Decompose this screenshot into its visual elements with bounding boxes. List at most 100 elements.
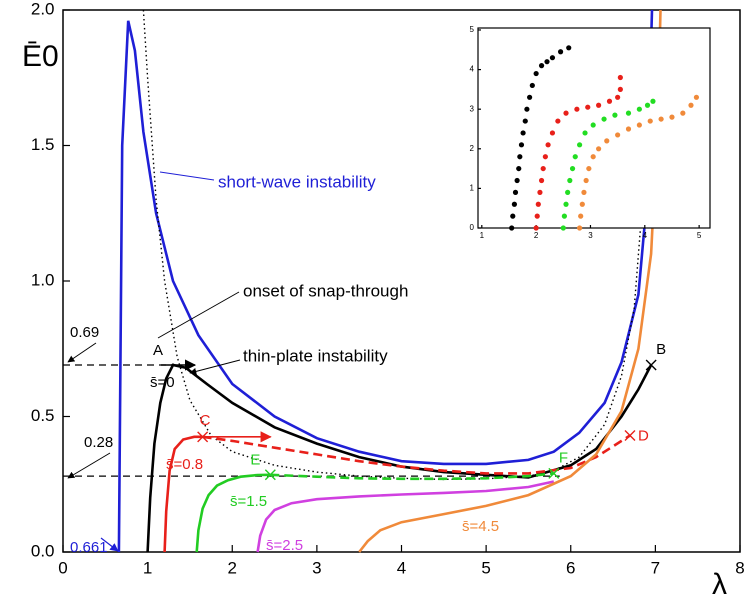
scatter-point [542,154,548,160]
point-marker [548,467,560,479]
scatter-point [617,86,623,92]
scatter-point [606,98,613,104]
scatter-point [538,63,545,69]
x-tick-label: 3 [588,231,593,240]
point-label: C [200,412,211,429]
y-axis-label: Ē0 [22,40,59,73]
scatter-point [533,70,539,77]
scatter-point [572,154,578,160]
scatter-point [565,189,571,195]
vmark-arrow [100,537,119,552]
scatter-point [529,82,535,89]
y-tick-label: 1 [470,184,475,193]
scatter-point [533,225,539,231]
vmark-label: 0.661 [70,539,108,556]
point-label: D [638,427,649,444]
scatter-point [693,94,700,100]
main-plot: 0.69 0.28 short-wave instability onset of s… [31,0,745,577]
y-tick-label: 2.0 [31,0,55,18]
y-tick-label: 4 [470,65,475,74]
scatter-point [512,189,519,195]
scatter-point [517,154,523,160]
scatter-point [579,201,585,207]
x-tick-label: 5 [481,558,490,577]
series-label: s̄=0.8 [166,456,203,473]
reference-label: 0.69 [70,324,99,341]
series-line [163,435,203,553]
x-tick-label: 1 [143,558,152,577]
scatter-point [563,201,569,207]
scatter-point [582,130,588,136]
scatter-point [636,122,642,128]
scatter-point [538,177,545,184]
scatter-point [601,116,607,122]
reference-arrow [67,342,97,363]
scatter-point [510,213,516,219]
scatter-point [522,118,528,124]
inset-frame [477,27,711,229]
y-tick-label: 0.5 [31,406,55,425]
series-line [146,363,653,553]
reference-arrow [67,452,111,479]
scatter-point [585,104,591,110]
y-tick-label: 0.0 [31,541,55,560]
scatter-point [615,132,621,138]
series-line [256,480,555,553]
x-tick-label: 2 [228,558,237,577]
scatter-point [615,94,621,100]
x-tick-label: 0 [58,558,67,577]
point-label: A [153,342,163,359]
scatter-point [586,165,592,172]
scatter-point [574,106,580,112]
scatter-point [688,102,694,108]
scatter-point [537,189,543,195]
scatter-point [612,112,618,118]
point-marker [197,431,209,443]
y-tick-label: 2 [470,144,475,153]
scatter-point [650,98,656,104]
scatter-point [549,130,556,136]
x-axis-label: λ [712,568,727,601]
annotation-arrow [189,359,241,375]
scatter-point [534,213,540,219]
scatter-point [545,142,551,148]
scatter-point [561,213,567,219]
scatter-point [511,201,518,207]
x-tick-label: 1 [480,231,485,240]
x-tick-label: 2 [534,231,539,240]
series-line [358,9,662,553]
point-marker [624,429,636,441]
x-tick-label: 4 [643,231,648,240]
scatter-point [647,118,653,124]
scatter-point [577,225,583,231]
y-tick-label: 1.5 [31,135,55,154]
scatter-point [581,189,587,195]
y-tick-label: 5 [470,25,475,34]
series-line [202,434,631,475]
scatter-point [644,102,651,108]
point-marker [264,469,276,481]
x-tick-label: 7 [651,558,660,577]
scatter-point [518,142,525,148]
scatter-point [569,165,576,172]
scatter-point [566,45,572,51]
series-label: onset of snap-through [243,281,408,300]
scatter-point [557,49,564,55]
scatter-point [509,225,515,231]
series-line [117,9,654,553]
y-tick-label: 1.0 [31,270,55,289]
scatter-point [625,110,632,116]
scatter-point [555,118,561,124]
series-label: s̄=2.5 [266,537,303,554]
scatter-point [516,165,522,172]
scatter-point [540,165,546,172]
series-label: s̄=0 [150,374,175,391]
scatter-point [577,142,583,148]
series-line [142,9,648,481]
scatter-point [520,130,526,136]
scatter-point [596,102,602,108]
scatter-point [563,110,569,116]
scatter-point [596,146,602,152]
